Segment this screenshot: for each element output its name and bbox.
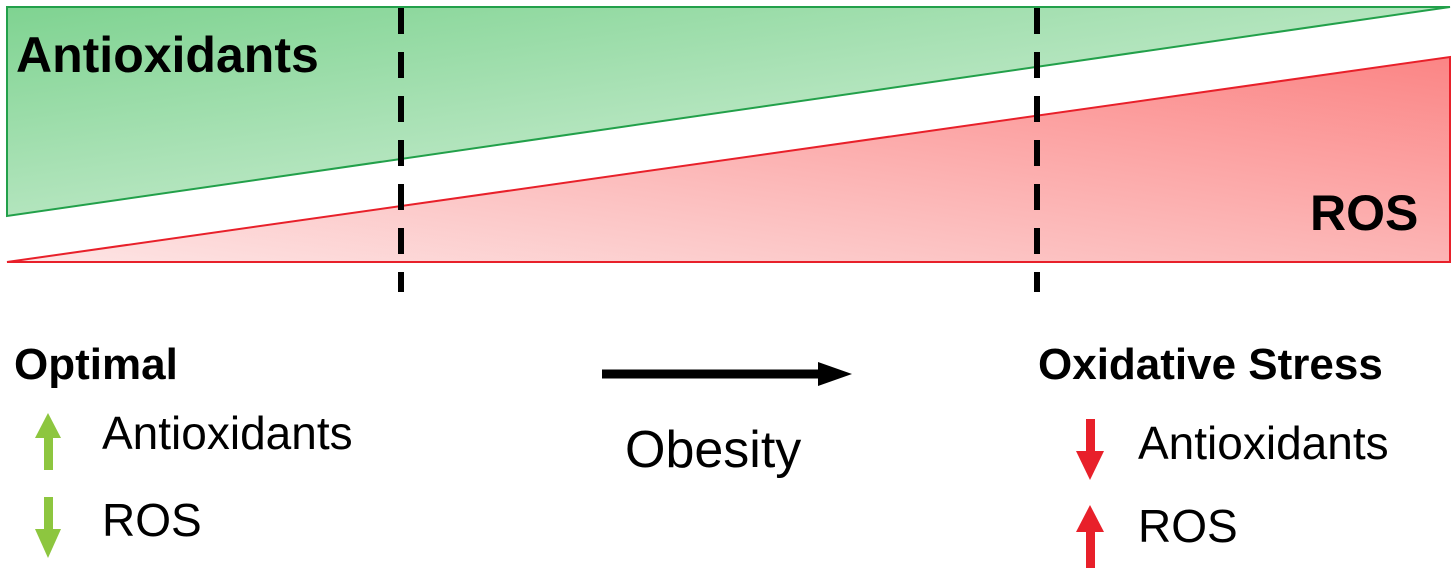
optimal-antioxidants-label: Antioxidants <box>102 407 353 459</box>
antioxidants-wedge <box>6 6 1451 218</box>
obesity-arrow-icon <box>602 362 852 386</box>
stress-antioxidants-label: Antioxidants <box>1138 417 1389 469</box>
stress-antioxidants-arrow-down-icon <box>1076 419 1104 480</box>
obesity-label: Obesity <box>625 421 802 479</box>
oxidative-stress-heading: Oxidative Stress <box>1038 340 1383 389</box>
optimal-ros-label: ROS <box>102 494 202 546</box>
ros-wedge <box>6 55 1451 263</box>
optimal-heading: Optimal <box>14 340 178 389</box>
antioxidants-wedge-label: Antioxidants <box>16 27 319 83</box>
optimal-antioxidants-arrow-up-icon <box>35 413 61 470</box>
ros-wedge-label: ROS <box>1310 185 1419 241</box>
stress-ros-arrow-up-icon <box>1076 505 1104 568</box>
optimal-ros-arrow-down-icon <box>35 497 61 558</box>
stress-ros-label: ROS <box>1138 500 1238 552</box>
